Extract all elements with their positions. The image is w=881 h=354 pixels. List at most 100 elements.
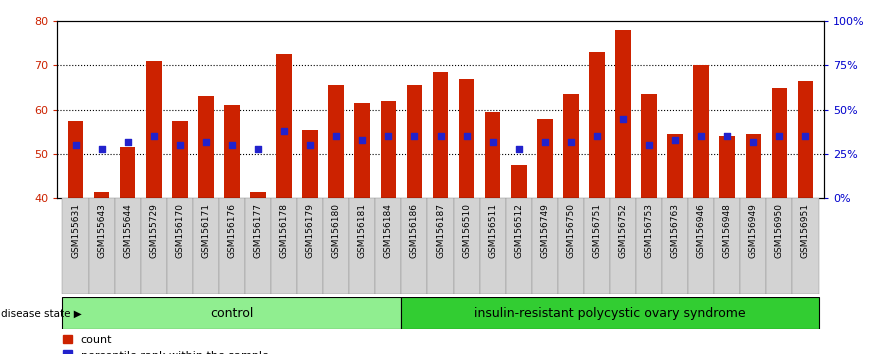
Text: GSM156180: GSM156180 bbox=[332, 203, 341, 258]
Bar bbox=[537, 119, 552, 198]
Bar bbox=[485, 112, 500, 198]
Bar bbox=[302, 130, 318, 198]
Bar bbox=[797, 81, 813, 198]
Bar bbox=[532, 198, 558, 294]
Point bbox=[564, 139, 578, 144]
Bar bbox=[93, 192, 109, 198]
Bar bbox=[636, 198, 663, 294]
Point bbox=[329, 133, 344, 139]
Bar bbox=[693, 65, 709, 198]
Bar bbox=[354, 103, 370, 198]
Bar bbox=[584, 198, 610, 294]
Point bbox=[746, 139, 760, 144]
Text: GSM155729: GSM155729 bbox=[149, 203, 159, 258]
Bar bbox=[506, 198, 532, 294]
Bar bbox=[115, 198, 141, 294]
Point bbox=[485, 139, 500, 144]
Bar bbox=[459, 79, 474, 198]
Point bbox=[225, 142, 239, 148]
Bar bbox=[511, 165, 527, 198]
Bar bbox=[792, 198, 818, 294]
Bar bbox=[224, 105, 240, 198]
Text: GSM156949: GSM156949 bbox=[749, 203, 758, 258]
Text: GSM156187: GSM156187 bbox=[436, 203, 445, 258]
Point bbox=[303, 142, 317, 148]
Point bbox=[590, 133, 604, 139]
Bar bbox=[688, 198, 714, 294]
Point bbox=[121, 139, 135, 144]
Bar bbox=[714, 198, 740, 294]
Point bbox=[512, 146, 526, 152]
Text: GSM156179: GSM156179 bbox=[306, 203, 315, 258]
Point bbox=[773, 133, 787, 139]
Bar bbox=[193, 198, 218, 294]
Bar bbox=[349, 198, 375, 294]
Point bbox=[381, 133, 396, 139]
Point bbox=[616, 116, 630, 121]
Text: GSM156750: GSM156750 bbox=[566, 203, 575, 258]
Bar bbox=[89, 198, 115, 294]
Text: GSM156753: GSM156753 bbox=[645, 203, 654, 258]
Bar bbox=[558, 198, 584, 294]
Text: GSM156511: GSM156511 bbox=[488, 203, 497, 258]
Point bbox=[199, 139, 213, 144]
Bar bbox=[172, 121, 188, 198]
Point bbox=[69, 142, 83, 148]
Legend: count, percentile rank within the sample: count, percentile rank within the sample bbox=[63, 335, 269, 354]
Text: insulin-resistant polycystic ovary syndrome: insulin-resistant polycystic ovary syndr… bbox=[474, 307, 746, 320]
Bar bbox=[766, 198, 792, 294]
Bar bbox=[120, 147, 136, 198]
Bar bbox=[610, 198, 636, 294]
Bar bbox=[720, 136, 735, 198]
Text: GSM156178: GSM156178 bbox=[279, 203, 289, 258]
Bar bbox=[663, 198, 688, 294]
Bar bbox=[641, 94, 657, 198]
Bar bbox=[454, 198, 479, 294]
Bar bbox=[329, 85, 344, 198]
Text: GSM156951: GSM156951 bbox=[801, 203, 810, 258]
Bar bbox=[245, 198, 271, 294]
Bar bbox=[563, 94, 579, 198]
Text: disease state ▶: disease state ▶ bbox=[1, 308, 82, 318]
Bar bbox=[63, 198, 89, 294]
Bar bbox=[218, 198, 245, 294]
Text: control: control bbox=[211, 307, 254, 320]
Text: GSM156763: GSM156763 bbox=[670, 203, 679, 258]
Bar bbox=[772, 88, 788, 198]
Point bbox=[668, 137, 682, 143]
Bar bbox=[198, 97, 214, 198]
Bar bbox=[167, 198, 193, 294]
Bar bbox=[745, 134, 761, 198]
Bar bbox=[323, 198, 349, 294]
Point bbox=[798, 133, 812, 139]
Bar bbox=[141, 198, 167, 294]
Point bbox=[94, 146, 108, 152]
Text: GSM156946: GSM156946 bbox=[697, 203, 706, 258]
Bar bbox=[402, 198, 427, 294]
Text: GSM156510: GSM156510 bbox=[462, 203, 471, 258]
Text: GSM156176: GSM156176 bbox=[227, 203, 236, 258]
Bar bbox=[297, 198, 323, 294]
Point bbox=[721, 133, 735, 139]
Text: GSM156751: GSM156751 bbox=[592, 203, 602, 258]
Bar bbox=[63, 297, 402, 329]
Point bbox=[537, 139, 552, 144]
Text: GSM156512: GSM156512 bbox=[515, 203, 523, 258]
Bar bbox=[402, 297, 818, 329]
Point bbox=[277, 128, 291, 134]
Text: GSM156752: GSM156752 bbox=[618, 203, 627, 258]
Bar bbox=[427, 198, 454, 294]
Text: GSM156184: GSM156184 bbox=[384, 203, 393, 258]
Point bbox=[251, 146, 265, 152]
Bar bbox=[479, 198, 506, 294]
Bar bbox=[667, 134, 683, 198]
Bar bbox=[250, 192, 266, 198]
Text: GSM156749: GSM156749 bbox=[540, 203, 549, 258]
Bar bbox=[740, 198, 766, 294]
Text: GSM156170: GSM156170 bbox=[175, 203, 184, 258]
Point bbox=[642, 142, 656, 148]
Bar bbox=[68, 121, 84, 198]
Point bbox=[433, 133, 448, 139]
Bar bbox=[615, 30, 631, 198]
Bar bbox=[433, 72, 448, 198]
